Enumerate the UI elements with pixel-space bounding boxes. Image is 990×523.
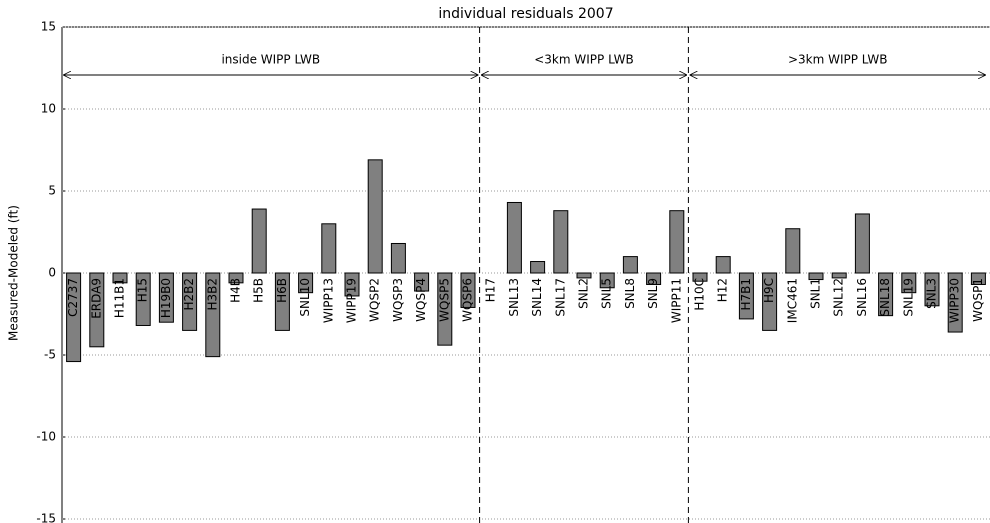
x-tick-label: SNL3 — [925, 278, 939, 309]
x-tick-label: SNL16 — [855, 278, 869, 317]
bar — [112, 272, 128, 284]
x-tick-label: H11B1 — [113, 278, 127, 318]
bar — [437, 272, 453, 346]
x-tick-label: SNL5 — [600, 278, 614, 309]
x-tick-label: H9C — [762, 278, 776, 303]
y-tick-label: -5 — [44, 348, 56, 362]
group-label: <3km WIPP LWB — [534, 53, 634, 67]
x-tick-label: H2B2 — [182, 278, 196, 311]
x-tick-label: WIPP30 — [948, 278, 962, 323]
bar — [878, 272, 894, 317]
bar — [251, 208, 267, 274]
x-tick-label: SNL2 — [577, 278, 591, 309]
bar — [576, 272, 592, 279]
bar — [553, 210, 569, 274]
bar — [831, 272, 847, 279]
bar — [924, 272, 940, 307]
bar — [646, 272, 662, 285]
bar — [321, 223, 337, 274]
x-tick-label: IMC461 — [785, 278, 799, 323]
x-tick-label: WQSP6 — [461, 278, 475, 322]
x-tick-label: WIPP13 — [321, 278, 335, 323]
bar — [970, 272, 986, 285]
y-tick-label: 15 — [41, 20, 56, 34]
x-tick-label: SNL9 — [646, 278, 660, 309]
x-tick-label: H4B — [229, 278, 243, 303]
y-tick-label: 10 — [41, 102, 56, 116]
x-tick-label: H7B1 — [739, 278, 753, 311]
bar — [901, 272, 917, 294]
bar — [66, 272, 82, 363]
x-tick-label: WIPP11 — [669, 278, 683, 323]
bar — [808, 272, 824, 281]
group-label: >3km WIPP LWB — [788, 53, 888, 67]
bar — [182, 272, 198, 331]
x-tick-label: SNL8 — [623, 278, 637, 309]
x-tick-label: H19B0 — [159, 278, 173, 318]
y-tick-label: 5 — [48, 184, 56, 198]
bar — [622, 256, 638, 274]
x-tick-label: H12 — [716, 278, 730, 302]
y-tick-label: -10 — [36, 430, 56, 444]
x-tick-label: SNL19 — [901, 278, 915, 317]
bar — [692, 272, 708, 282]
y-axis-label: Measured-Modeled (ft) — [7, 205, 21, 341]
bar — [460, 272, 476, 308]
x-tick-label: SNL1 — [809, 278, 823, 309]
x-tick-label: WQSP5 — [437, 278, 451, 322]
bar — [228, 272, 244, 284]
bar — [274, 272, 290, 331]
bar — [298, 272, 314, 294]
bar — [530, 261, 546, 274]
group-label: inside WIPP LWB — [221, 53, 320, 67]
x-tick-label: SNL17 — [553, 278, 567, 317]
bar — [785, 228, 801, 274]
x-tick-label: WQSP2 — [368, 278, 382, 322]
y-tick-label: -15 — [36, 512, 56, 523]
x-tick-label: H6B — [275, 278, 289, 303]
bar — [599, 272, 615, 289]
bar — [715, 256, 731, 274]
x-tick-label: WQSP3 — [391, 278, 405, 322]
bar — [158, 272, 174, 323]
bar — [135, 272, 151, 326]
bar — [762, 272, 778, 331]
bar — [854, 213, 870, 274]
x-tick-label: SNL13 — [507, 278, 521, 317]
bar — [947, 272, 963, 333]
x-tick-label: C2737 — [66, 278, 80, 317]
chart-title: individual residuals 2007 — [438, 6, 613, 22]
x-tick-label: ERDA9 — [89, 278, 103, 319]
bar — [506, 201, 522, 274]
x-tick-label: SNL18 — [878, 278, 892, 317]
x-tick-label: SNL12 — [832, 278, 846, 317]
x-tick-label: WQSP1 — [971, 278, 985, 322]
x-tick-label: H17 — [484, 278, 498, 302]
bar — [669, 210, 685, 274]
bar — [344, 272, 360, 297]
x-tick-label: H10C — [693, 278, 707, 311]
bar — [205, 272, 221, 358]
x-tick-label: H5B — [252, 278, 266, 303]
x-tick-label: SNL14 — [530, 278, 544, 317]
bar — [738, 272, 754, 320]
x-tick-label: SNL10 — [298, 278, 312, 317]
y-tick-label: 0 — [48, 266, 56, 280]
x-tick-label: WIPP19 — [345, 278, 359, 323]
x-tick-label: H15 — [136, 278, 150, 302]
bar — [89, 272, 105, 348]
x-tick-label: WQSP4 — [414, 278, 428, 322]
bar — [390, 242, 406, 274]
bar — [367, 159, 383, 274]
bar — [414, 272, 430, 292]
x-tick-label: H3B2 — [205, 278, 219, 311]
